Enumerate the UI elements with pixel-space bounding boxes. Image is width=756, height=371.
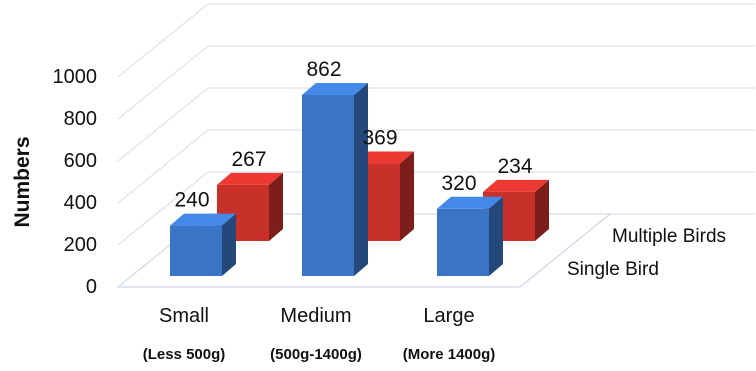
x-category-label: Large bbox=[423, 305, 474, 327]
data-labels: 240 862 320 267 369 234 bbox=[174, 58, 532, 212]
side-gridline bbox=[117, 87, 209, 162]
bar-single-bird-large bbox=[437, 196, 503, 276]
grid bbox=[116, 3, 755, 288]
data-label-multiple-birds: 267 bbox=[231, 148, 266, 171]
series-single-bird bbox=[170, 83, 503, 276]
bar-single-bird-medium bbox=[302, 83, 368, 276]
side-gridline bbox=[117, 45, 209, 120]
y-axis-title: Numbers bbox=[11, 136, 34, 227]
y-tick-label: 800 bbox=[64, 108, 97, 130]
side-gridline bbox=[117, 171, 209, 246]
series-label-multiple-birds: Multiple Birds bbox=[612, 226, 726, 247]
data-label-single-bird: 862 bbox=[306, 58, 341, 81]
bar-single-bird-small bbox=[170, 213, 236, 276]
series-label-single-bird: Single Bird bbox=[567, 259, 659, 280]
y-tick-label: 0 bbox=[86, 276, 97, 298]
data-label-single-bird: 240 bbox=[174, 189, 209, 212]
y-tick-label: 200 bbox=[64, 234, 97, 256]
x-axis-categories: Small (Less 500g) Medium (500g-1400g) Large (… bbox=[143, 305, 496, 363]
side-gridline bbox=[117, 3, 209, 78]
x-category-label: Medium bbox=[280, 305, 351, 327]
y-tick-label: 600 bbox=[64, 150, 97, 172]
right-floor-edge bbox=[519, 213, 611, 288]
x-category-sublabel: (Less 500g) bbox=[143, 346, 226, 363]
y-tick-label: 400 bbox=[64, 192, 97, 214]
x-category-sublabel: (More 1400g) bbox=[403, 346, 496, 363]
y-axis-ticks: 0 200 400 600 800 1000 bbox=[53, 66, 98, 298]
data-label-single-bird: 320 bbox=[441, 172, 476, 195]
x-category-sublabel: (500g-1400g) bbox=[270, 346, 362, 363]
y-tick-label: 1000 bbox=[53, 66, 98, 88]
side-gridline bbox=[117, 129, 209, 204]
x-category-label: Small bbox=[159, 305, 209, 327]
data-label-multiple-birds: 369 bbox=[362, 127, 397, 150]
data-label-multiple-birds: 234 bbox=[497, 155, 532, 178]
